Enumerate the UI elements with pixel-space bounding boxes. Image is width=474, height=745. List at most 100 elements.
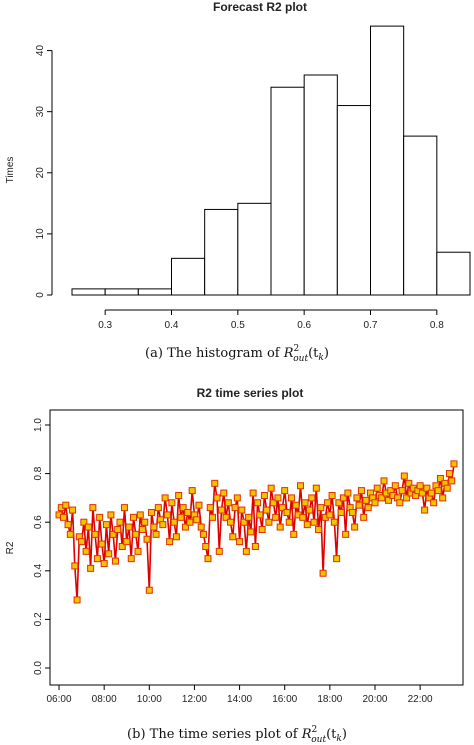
timeseries-point	[292, 501, 300, 509]
timeseries-point	[111, 557, 119, 565]
timeseries-y-axis-label: R2	[5, 541, 16, 554]
timeseries-point	[130, 513, 138, 521]
timeseries-point	[91, 530, 99, 538]
timeseries-point	[339, 494, 347, 502]
timeseries-point	[373, 484, 381, 492]
timeseries-point	[195, 501, 203, 509]
timeseries-point	[87, 564, 95, 572]
timeseries-point	[418, 489, 426, 497]
timeseries-point	[96, 513, 104, 521]
timeseries-point	[434, 487, 442, 495]
timeseries-point	[80, 518, 88, 526]
timeseries-point	[136, 511, 144, 519]
caption-b-math: R	[301, 727, 312, 742]
timeseries-point	[82, 547, 90, 555]
timeseries-point	[317, 504, 325, 512]
timeseries-point	[166, 538, 174, 546]
timeseries-x-tick-label: 08:00	[92, 694, 117, 705]
timeseries-point	[132, 530, 140, 538]
timeseries-point	[380, 477, 388, 485]
timeseries-x-tick-label: 14:00	[227, 694, 252, 705]
timeseries-point	[308, 494, 316, 502]
timeseries-point	[233, 494, 241, 502]
timeseries-point	[64, 521, 72, 529]
histogram-bar	[137, 288, 172, 296]
caption-a-sub: out	[293, 354, 308, 364]
timeseries-point	[274, 494, 282, 502]
timeseries-point	[242, 547, 250, 555]
timeseries-point	[123, 538, 131, 546]
timeseries-point	[213, 494, 221, 502]
timeseries-point	[105, 550, 113, 558]
timeseries-point	[267, 484, 275, 492]
histogram-y-tick-label: 20	[35, 167, 46, 179]
timeseries-point	[148, 508, 156, 516]
timeseries-point	[285, 518, 293, 526]
timeseries-point	[179, 504, 187, 512]
timeseries-point	[208, 513, 216, 521]
timeseries-point	[355, 501, 363, 509]
timeseries-point	[141, 518, 149, 526]
timeseries-point	[93, 555, 101, 563]
caption-a-close: )	[324, 346, 329, 361]
timeseries-point	[281, 487, 289, 495]
timeseries-point	[439, 494, 447, 502]
caption-b-sub: out	[311, 735, 326, 745]
timeseries-point	[306, 506, 314, 514]
timeseries-point	[211, 479, 219, 487]
timeseries-y-tick-label: 1.0	[33, 418, 44, 432]
timeseries-point	[423, 484, 431, 492]
caption-a-sup: 2	[294, 344, 300, 354]
histogram-x-tick-label: 0.4	[165, 320, 179, 331]
timeseries-point	[260, 491, 268, 499]
timeseries-point	[290, 530, 298, 538]
timeseries-point	[319, 569, 327, 577]
timeseries-point	[177, 513, 185, 521]
timeseries-y-tick-label: 0.4	[33, 563, 44, 577]
timeseries-point	[276, 523, 284, 531]
timeseries-point	[297, 482, 305, 490]
histogram-y-axis: 0 10 20 30 40	[35, 45, 53, 298]
timeseries-point	[184, 508, 192, 516]
caption-b-arg: (t	[326, 727, 337, 742]
timeseries-point	[125, 523, 133, 531]
timeseries-point	[175, 491, 183, 499]
histogram-bar	[171, 257, 206, 296]
timeseries-point	[301, 499, 309, 507]
timeseries-point	[342, 530, 350, 538]
timeseries-point	[215, 547, 223, 555]
timeseries-point	[450, 460, 458, 468]
timeseries-point	[310, 518, 318, 526]
histogram-x-tick-label: 0.7	[364, 320, 378, 331]
timeseries-point	[421, 506, 429, 514]
timeseries-point	[224, 499, 232, 507]
timeseries-y-tick-label: 0.2	[33, 612, 44, 626]
timeseries-point	[229, 533, 237, 541]
histogram-bar	[370, 25, 405, 296]
timeseries-point	[206, 504, 214, 512]
histogram-bar	[403, 135, 438, 296]
histogram-bar	[436, 251, 471, 296]
histogram-y-tick-label: 40	[35, 45, 46, 57]
timeseries-point	[100, 560, 108, 568]
timeseries-point	[188, 487, 196, 495]
timeseries-point	[127, 555, 135, 563]
timeseries-panel: R2 time series plot R2 0.0 0.2 0.4 0.6 0.8 1.…	[5, 386, 464, 705]
caption-b-argsub: k	[336, 734, 341, 744]
timeseries-point	[227, 518, 235, 526]
timeseries-point	[66, 530, 74, 538]
timeseries-point	[448, 477, 456, 485]
timeseries-point	[272, 513, 280, 521]
timeseries-point	[398, 487, 406, 495]
caption-a-argsub: k	[318, 353, 323, 363]
histogram-x-tick-label: 0.8	[430, 320, 444, 331]
timeseries-point	[69, 506, 77, 514]
timeseries-point	[364, 504, 372, 512]
timeseries-y-tick-label: 0.8	[33, 466, 44, 480]
timeseries-point	[416, 482, 424, 490]
timeseries-point	[443, 484, 451, 492]
histogram-x-tick-label: 0.3	[98, 320, 112, 331]
caption-b-sup: 2	[312, 725, 318, 735]
histogram-bar	[204, 208, 239, 296]
